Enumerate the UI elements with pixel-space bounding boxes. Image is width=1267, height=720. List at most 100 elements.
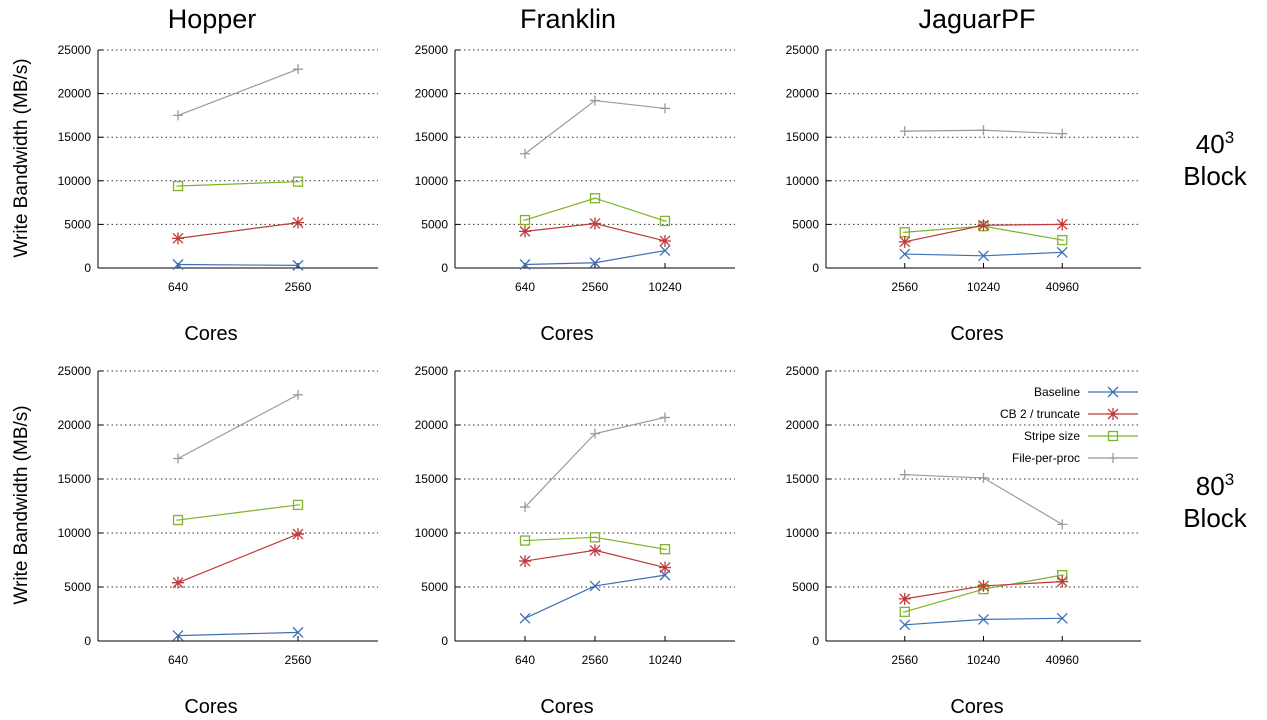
y-tick-label: 0 — [441, 261, 448, 275]
x-tick-label: 640 — [168, 653, 188, 667]
data-point — [978, 613, 989, 625]
y-tick-label: 10000 — [415, 174, 449, 188]
x-tick-label: 2560 — [582, 653, 609, 667]
x-axis-label: Cores — [950, 323, 1004, 345]
column-title-franklin: Franklin — [519, 4, 617, 34]
data-point — [172, 630, 184, 642]
y-tick-label: 25000 — [415, 43, 449, 57]
y-tick-label: 10000 — [415, 526, 449, 540]
data-point — [1057, 234, 1068, 246]
data-point — [978, 250, 989, 262]
data-point — [978, 472, 989, 483]
y-tick-label: 0 — [812, 261, 819, 275]
legend-label: File-per-proc — [1012, 451, 1080, 465]
legend-bg — [975, 448, 1145, 468]
data-point — [589, 257, 601, 269]
data-point — [519, 225, 531, 238]
chart-panel: 0 5000 10000 15000 20000 25000 640 2560 10240 — [415, 43, 735, 294]
data-point — [659, 215, 671, 227]
data-point — [172, 232, 184, 245]
data-point — [659, 561, 671, 574]
data-point — [659, 245, 671, 257]
chart-panel: 0 5000 10000 15000 20000 25000 2560 10240 40960 — [786, 43, 1141, 294]
legend-label: CB 2 / truncate — [1000, 407, 1080, 421]
y-tick-label: 20000 — [58, 418, 92, 432]
data-point — [519, 555, 531, 568]
y-tick-label: 15000 — [415, 130, 449, 144]
data-point — [172, 576, 184, 589]
x-tick-label: 10240 — [648, 280, 682, 294]
data-point — [172, 514, 184, 526]
data-point — [519, 259, 531, 270]
data-point — [519, 535, 531, 546]
legend-bg — [975, 426, 1145, 446]
data-point — [173, 453, 183, 464]
data-point — [589, 217, 601, 230]
x-tick-label: 2560 — [285, 653, 312, 667]
legend-bg — [975, 382, 1145, 402]
x-tick-label: 10240 — [967, 280, 1001, 294]
row-label-exponent: 3 — [1224, 470, 1235, 489]
data-point — [293, 389, 303, 400]
data-point — [172, 259, 184, 270]
y-tick-label: 10000 — [58, 174, 92, 188]
x-axis-label: Cores — [184, 323, 238, 345]
data-point — [1056, 246, 1068, 258]
x-tick-label: 2560 — [891, 280, 918, 294]
x-axis-label: Cores — [540, 696, 594, 718]
x-tick-label: 2560 — [582, 280, 609, 294]
y-tick-label: 20000 — [58, 87, 92, 101]
row-label-word: Block — [1183, 161, 1247, 191]
data-point — [1057, 519, 1068, 530]
data-point — [589, 544, 601, 557]
x-tick-label: 40960 — [1046, 280, 1080, 294]
series-line — [177, 504, 299, 521]
row-label-base: 40 — [1195, 129, 1225, 159]
series-line — [177, 631, 299, 637]
legend-marker — [1107, 430, 1119, 442]
y-tick-label: 0 — [84, 634, 91, 648]
y-tick-label: 20000 — [415, 418, 449, 432]
data-point — [292, 626, 304, 638]
y-tick-label: 10000 — [786, 526, 820, 540]
data-point — [519, 612, 531, 624]
x-tick-label: 640 — [515, 280, 535, 294]
series-line — [177, 222, 299, 239]
series-line — [177, 68, 299, 116]
data-point — [519, 214, 531, 226]
y-tick-label: 5000 — [421, 580, 448, 594]
legend: Baseline CB 2 / truncate Stripe size File-p… — [975, 382, 1145, 468]
data-point — [292, 216, 304, 229]
data-point — [292, 499, 304, 511]
y-tick-label: 25000 — [415, 364, 449, 378]
data-point — [899, 248, 911, 260]
legend-label: Baseline — [1034, 385, 1080, 399]
y-tick-label: 0 — [812, 634, 819, 648]
data-point — [898, 592, 911, 605]
column-title-jaguarpf: JaguarPF — [918, 4, 1036, 34]
data-point — [899, 469, 910, 480]
data-point — [589, 193, 601, 204]
data-point — [520, 502, 530, 513]
data-point — [292, 259, 304, 271]
y-tick-label: 5000 — [792, 217, 819, 231]
y-tick-label: 5000 — [64, 217, 91, 231]
data-point — [589, 532, 601, 543]
data-point — [589, 580, 601, 592]
y-tick-label: 10000 — [786, 174, 820, 188]
y-tick-label: 15000 — [415, 472, 449, 486]
series-line — [177, 394, 299, 460]
x-tick-label: 40960 — [1046, 653, 1080, 667]
data-point — [660, 412, 670, 423]
x-axis-label: Cores — [540, 323, 594, 345]
legend-marker — [1107, 386, 1119, 398]
y-tick-label: 0 — [441, 634, 448, 648]
data-point — [1056, 575, 1069, 588]
chart-panel: 0 5000 10000 15000 20000 25000 640 2560 — [58, 364, 378, 667]
y-tick-label: 25000 — [58, 364, 92, 378]
data-point — [899, 619, 911, 631]
data-point — [1057, 128, 1068, 139]
data-point — [173, 110, 183, 121]
series-line — [177, 263, 299, 266]
